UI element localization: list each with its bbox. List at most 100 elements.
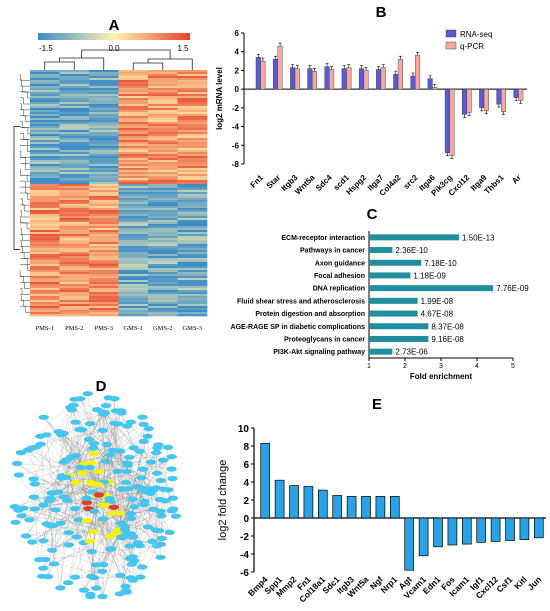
heatmap-cell: [30, 88, 60, 91]
heatmap-cell: [148, 144, 178, 147]
heatmap-cell: [59, 232, 90, 235]
heatmap-cell: [89, 156, 119, 159]
b-bar-qpcr: [483, 88, 489, 111]
heatmap-cell: [89, 138, 119, 141]
heatmap-cell: [30, 236, 60, 239]
heatmap-cell: [118, 226, 149, 229]
heatmap-cell: [59, 238, 90, 241]
heatmap-cell: [118, 296, 149, 299]
heatmap-cell: [148, 264, 178, 267]
network-edge: [67, 414, 104, 501]
b-bar-rnaseq: [376, 69, 382, 90]
heatmap-cell: [89, 298, 119, 301]
heatmap-cell: [118, 210, 149, 213]
e-bar: [490, 517, 501, 542]
c-x-tick-label: 2: [403, 363, 407, 370]
network-edge: [41, 457, 130, 577]
network-edge: [33, 496, 162, 517]
heatmap-cell: [148, 314, 178, 317]
network-node: [124, 543, 135, 549]
network-node: [138, 438, 149, 444]
heatmap-cell: [177, 90, 208, 93]
heatmap-cell: [59, 176, 90, 179]
network-node: [100, 502, 111, 508]
heatmap-cell: [30, 162, 60, 165]
heatmap-cell: [89, 284, 119, 287]
b-category-label: Fn1: [249, 173, 266, 190]
c-pvalue-label: 7.76E-09: [496, 284, 529, 293]
heatmap-cell: [89, 262, 119, 265]
network-edge: [43, 467, 81, 541]
heatmap-cell: [148, 238, 178, 241]
heatmap-cell: [59, 90, 90, 93]
heatmap-cell: [30, 306, 60, 309]
network-node: [40, 556, 51, 563]
heatmap-cell: [30, 164, 60, 167]
network-node: [86, 573, 97, 580]
heatmap-cell: [30, 90, 60, 93]
heatmap-cell: [177, 286, 208, 289]
network-edge: [122, 500, 166, 529]
heatmap-cell: [89, 196, 119, 199]
heatmap-cell: [177, 180, 208, 183]
network-node: [24, 517, 35, 523]
network-node: [13, 472, 24, 478]
heatmap-cell: [177, 122, 208, 125]
e-y-axis-title: log2 fold change: [217, 460, 229, 541]
heatmap-cell: [59, 226, 90, 229]
network-node: [166, 508, 178, 514]
heatmap-cell: [118, 74, 149, 77]
heatmap-cell: [177, 226, 208, 229]
heatmap-cell: [177, 186, 208, 189]
heatmap-cell: [59, 242, 90, 245]
heatmap-cell: [118, 94, 149, 97]
c-bar: [369, 247, 393, 254]
network-edge: [92, 428, 149, 484]
heatmap-cell: [148, 172, 178, 175]
heatmap-cell: [30, 186, 60, 189]
row-dendrogram-branch: [20, 121, 30, 129]
heatmap-cell: [59, 180, 90, 183]
heatmap-cell: [89, 78, 119, 81]
network-node: [155, 541, 167, 547]
network-edge: [160, 447, 169, 545]
heatmap-cell: [30, 104, 60, 107]
b-legend-swatch: [445, 29, 457, 38]
heatmap-cell: [59, 140, 90, 143]
heatmap-cell: [59, 178, 90, 181]
heatmap-cell: [59, 122, 90, 125]
heatmap-cell: [177, 196, 208, 199]
row-dendrogram-branch: [20, 299, 30, 307]
heatmap-cell: [89, 152, 119, 155]
heatmap-cell: [148, 158, 178, 161]
panel-b-letter: B: [376, 4, 387, 21]
heatmap-cell: [148, 202, 178, 205]
heatmap-cell: [30, 298, 60, 301]
network-edge: [40, 436, 47, 524]
heatmap-cell: [177, 248, 208, 251]
network-node: [135, 574, 146, 580]
heatmap-grid: [30, 70, 208, 317]
e-y-tick-label: -4: [240, 550, 249, 561]
heatmap-cell: [30, 154, 60, 157]
network-node: [104, 533, 115, 540]
network-node: [112, 468, 123, 474]
network-node: [139, 501, 150, 508]
network-node: [48, 561, 60, 567]
heatmap-cell: [30, 220, 60, 223]
heatmap-cell: [89, 292, 119, 295]
heatmap-cell: [59, 290, 90, 293]
heatmap-cell: [59, 262, 90, 265]
network-edge: [92, 423, 115, 484]
network-node: [85, 594, 96, 600]
b-bar-rnaseq: [479, 88, 485, 109]
network-edge: [143, 428, 149, 492]
network-edge: [18, 474, 34, 498]
heatmap-cell: [30, 214, 60, 217]
heatmap-cell: [59, 274, 90, 277]
heatmap-cell: [148, 80, 178, 83]
heatmap-cell: [177, 268, 208, 271]
network-node: [100, 402, 112, 409]
heatmap-cell: [59, 298, 90, 301]
heatmap-cell: [89, 230, 119, 233]
